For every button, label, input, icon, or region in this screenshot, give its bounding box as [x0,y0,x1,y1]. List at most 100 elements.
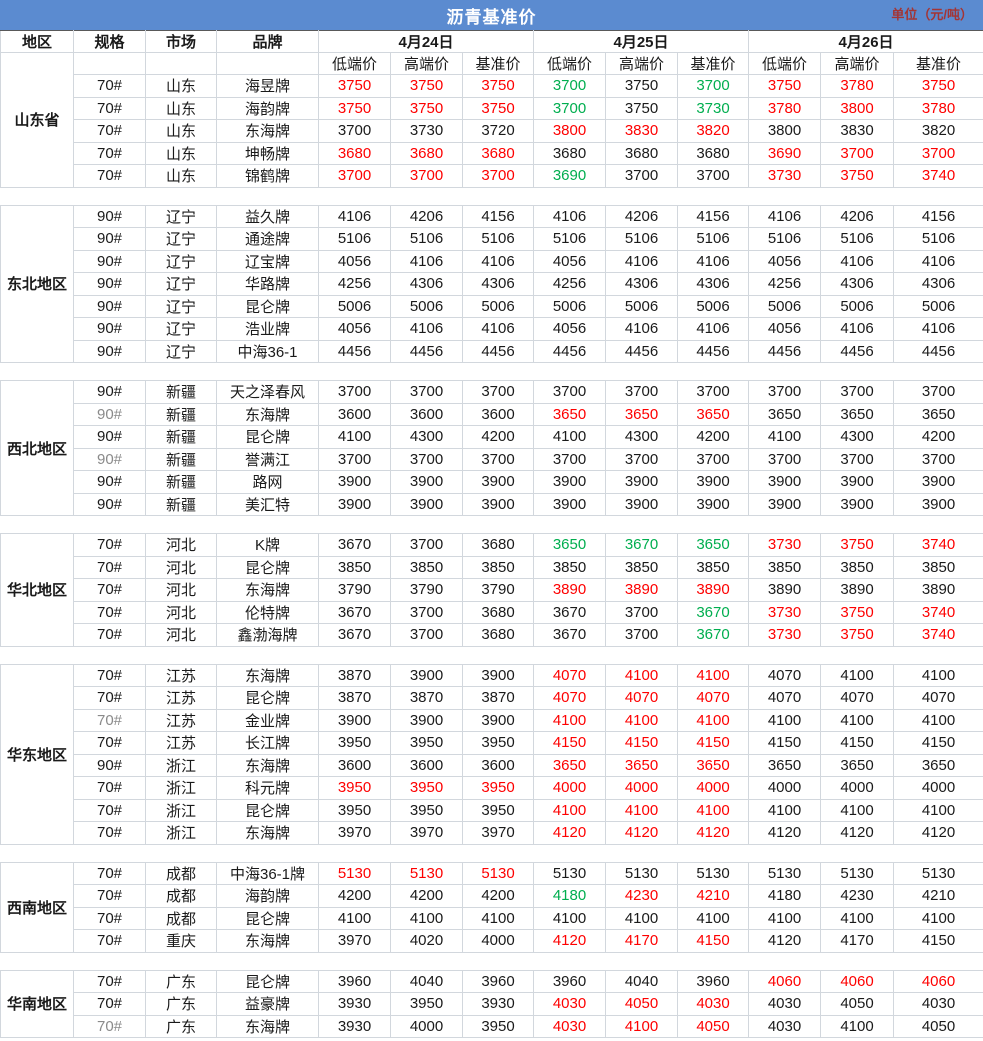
price-cell: 4070 [533,663,607,687]
price-cell: 4000 [533,776,607,800]
spec-cell: 90# [73,317,146,341]
price-cell: 4030 [533,992,607,1016]
price-cell: 4056 [533,317,607,341]
region-cell: 西南地区 [0,861,74,953]
price-cell: 3680 [461,141,535,165]
price-cell: 4100 [893,798,983,822]
table-row: 70# 江苏 金业牌 3900 3900 3900 4100 4100 4100 4100 4100… [1,708,983,732]
price-cell: 4150 [605,731,679,755]
brand-cell: 昆仑牌 [216,906,319,930]
price-cell: 4100 [893,906,983,930]
spec-cell: 90# [73,753,146,777]
spec-cell: 70# [73,992,146,1016]
price-cell: 3850 [677,555,750,579]
region-cell: 山东省 [0,52,74,188]
price-cell: 3700 [390,380,463,404]
price-cell: 3700 [893,380,983,404]
price-cell: 3600 [390,402,463,426]
price-cell: 4100 [820,708,895,732]
price-cell: 4100 [748,708,822,732]
price-cell: 4030 [533,1014,607,1038]
gap-cell [1,187,983,205]
price-cell: 4256 [533,272,607,296]
table-row: 70# 河北 东海牌 3790 3790 3790 3890 3890 3890 3890 3890… [1,578,983,602]
price-cell: 4070 [605,686,679,710]
price-cell: 3850 [461,555,535,579]
gap-cell [1,844,983,862]
brand-cell: 昆仑牌 [216,294,319,318]
price-cell: 3700 [820,380,895,404]
price-cell: 4306 [677,272,750,296]
price-cell: 4100 [748,906,822,930]
price-cell: 4030 [748,992,822,1016]
price-cell: 4056 [533,249,607,273]
price-cell: 4156 [893,204,983,228]
price-cell: 4060 [748,969,822,993]
table-row: 90# 新疆 昆仑牌 4100 4300 4200 4100 4300 4200 4100 4300… [1,425,983,449]
table-row: 90# 新疆 誉满江 3700 3700 3700 3700 3700 3700 3700 3700… [1,447,983,471]
spec-cell: 90# [73,492,146,516]
page-title: 沥青基准价 [446,7,537,27]
price-cell: 4170 [820,929,895,953]
price-cell: 4100 [677,663,750,687]
price-cell: 4100 [533,708,607,732]
spec-cell: 70# [73,555,146,579]
price-cell: 3600 [461,753,535,777]
price-cell: 3830 [820,119,895,143]
price-cell: 3900 [461,708,535,732]
price-cell: 3650 [677,753,750,777]
price-cell: 4106 [893,249,983,273]
table-row: 90# 辽宁 通途牌 5106 5106 5106 5106 5106 5106 5106 5106… [1,227,983,251]
price-cell: 3700 [748,447,822,471]
price-cell: 3650 [533,533,607,557]
price-cell: 5006 [605,294,679,318]
spec-cell: 70# [73,74,146,98]
price-cell: 3700 [461,447,535,471]
price-cell: 3800 [533,119,607,143]
price-cell: 5106 [820,227,895,251]
price-cell: 3700 [390,164,463,188]
price-cell: 4120 [748,929,822,953]
price-cell: 3900 [461,492,535,516]
price-cell: 4106 [748,204,822,228]
price-cell: 3700 [748,380,822,404]
price-cell: 4456 [318,339,391,363]
price-cell: 4150 [677,929,750,953]
price-cell: 3700 [533,74,607,98]
price-cell: 4020 [390,929,463,953]
price-cell: 4100 [820,906,895,930]
price-cell: 3900 [390,492,463,516]
price-cell: 3900 [677,470,750,494]
market-cell: 江苏 [145,731,217,755]
table-row: 70# 江苏 昆仑牌 3870 3870 3870 4070 4070 4070 4070 4070… [1,686,983,710]
price-cell: 4120 [820,821,895,845]
market-cell: 辽宁 [145,339,217,363]
price-table: 地区 规格 市场 品牌 4月24日 4月25日 4月26日 山东省 低端价 高端价 基准价 低端价 高端… [0,30,983,1038]
price-cell: 3650 [677,402,750,426]
table-row: 90# 浙江 东海牌 3600 3600 3600 3650 3650 3650 3650 3650… [1,753,983,777]
spec-cell: 70# [73,861,146,885]
price-cell: 3950 [318,731,391,755]
price-cell: 3950 [390,776,463,800]
price-cell: 4206 [390,204,463,228]
price-cell: 4100 [605,906,679,930]
price-cell: 3870 [390,686,463,710]
brand-cell: 坤畅牌 [216,141,319,165]
price-cell: 4150 [893,929,983,953]
market-cell: 浙江 [145,798,217,822]
price-cell: 3850 [390,555,463,579]
price-cell: 3700 [605,600,679,624]
price-type-header: 高端价 [820,52,895,75]
price-cell: 3800 [820,96,895,120]
price-cell: 4100 [893,708,983,732]
price-cell: 4070 [748,686,822,710]
price-cell: 3870 [318,686,391,710]
price-cell: 4256 [318,272,391,296]
region-cell: 华东地区 [0,663,74,845]
price-cell: 4300 [390,425,463,449]
table-row: 70# 河北 伦特牌 3670 3700 3680 3670 3700 3670 3730 3750… [1,600,983,624]
price-cell: 3970 [318,929,391,953]
price-cell: 4100 [677,708,750,732]
market-cell: 新疆 [145,402,217,426]
price-cell: 3790 [390,578,463,602]
